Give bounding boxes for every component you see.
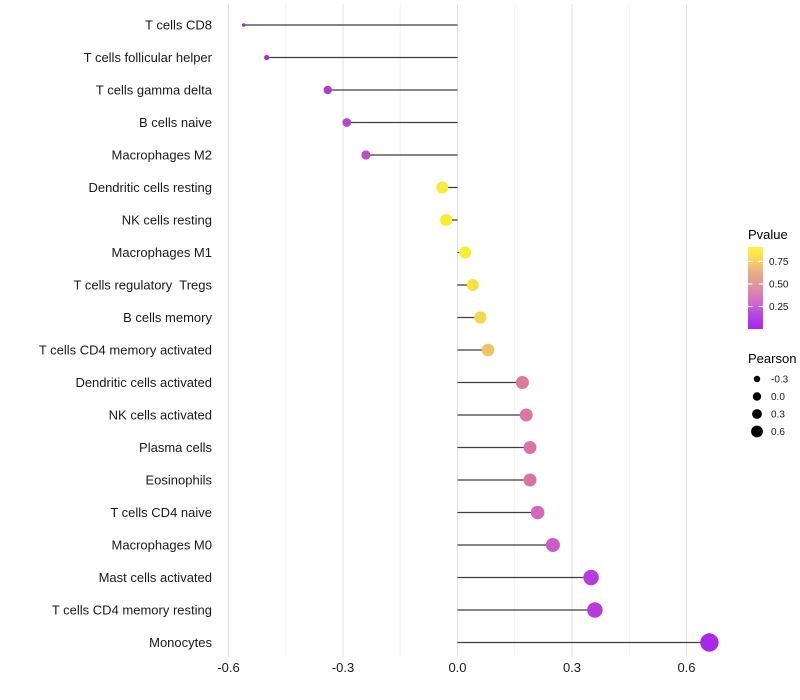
x-axis-tick-label: 0.0 <box>448 660 466 675</box>
lollipop-dot <box>519 408 533 422</box>
y-axis-label: Eosinophils <box>146 473 213 488</box>
pvalue-legend-ticks: 0.75 0.50 0.25 <box>748 257 789 313</box>
lollipop-dot <box>523 473 537 487</box>
legend: Pvalue 0.75 0.50 0.25 Pearson -0.3 0.0 0.3 0.… <box>748 227 796 438</box>
lollipop-dot <box>545 538 560 552</box>
y-axis-label: NK cells activated <box>109 408 212 423</box>
gridlines <box>227 4 688 657</box>
y-axis-label: T cells CD4 memory activated <box>39 343 212 358</box>
lollipop-dot <box>361 150 371 160</box>
lollipop-dot <box>241 23 246 27</box>
y-axis-label: B cells naive <box>139 115 212 130</box>
x-axis-labels: -0.6 -0.3 0.0 0.3 0.6 <box>217 660 695 675</box>
lollipop-dot <box>515 376 529 389</box>
pearson-size-dot <box>753 375 761 383</box>
y-axis-label: T cells CD4 memory resting <box>52 603 212 618</box>
x-axis-tick-label: 0.3 <box>563 660 581 675</box>
pearson-legend-title: Pearson <box>748 351 796 366</box>
lollipop-dot <box>700 633 719 652</box>
lollipop-dot <box>583 569 599 586</box>
lollipop-dot <box>459 246 472 259</box>
y-axis-label: B cells memory <box>123 310 212 325</box>
y-axis-label: Dendritic cells resting <box>88 180 212 195</box>
y-axis-label: T cells gamma delta <box>96 83 213 98</box>
x-axis-tick-label: 0.6 <box>677 660 695 675</box>
stems <box>243 24 710 644</box>
dots <box>241 23 719 652</box>
lollipop-dot <box>323 85 332 95</box>
lollipop-dot <box>264 54 270 61</box>
lollipop-dot <box>342 118 352 127</box>
pvalue-tick-label: 0.25 <box>769 302 789 313</box>
pvalue-gradient-bar <box>748 247 763 329</box>
y-axis-label: Macrophages M2 <box>112 148 212 163</box>
pearson-size-label: 0.3 <box>771 410 785 421</box>
y-axis-label: T cells follicular helper <box>84 50 213 65</box>
y-axis-label: Monocytes <box>149 635 212 650</box>
pearson-size-label: 0.0 <box>771 392 785 403</box>
pearson-size-label: -0.3 <box>771 375 789 386</box>
pearson-size-label: 0.6 <box>771 427 785 438</box>
lollipop-dot <box>523 441 537 454</box>
lollipop-dot <box>440 214 453 226</box>
lollipop-dot <box>530 505 545 520</box>
lollipop-dot <box>481 343 495 357</box>
y-axis-label: NK cells resting <box>122 213 212 228</box>
y-axis-label: Mast cells activated <box>99 570 212 585</box>
pearson-size-legend: -0.3 0.0 0.3 0.6 <box>751 375 789 438</box>
y-axis-labels: T cells CD8 T cells follicular helper T ce… <box>39 18 213 651</box>
pearson-size-dot <box>752 392 762 401</box>
y-axis-label: Macrophages M1 <box>112 245 212 260</box>
lollipop-dot <box>587 602 603 618</box>
x-axis-tick-label: -0.3 <box>332 660 354 675</box>
y-axis-label: T cells regulatory Tregs <box>74 278 213 293</box>
y-axis-label: T cells CD8 <box>145 18 212 33</box>
y-axis-label: Plasma cells <box>139 440 212 455</box>
pvalue-tick-label: 0.75 <box>769 257 789 268</box>
pearson-size-dot <box>752 409 762 419</box>
lollipop-dot <box>466 279 479 291</box>
pvalue-legend-title: Pvalue <box>748 227 788 242</box>
lollipop-dot <box>436 181 449 194</box>
y-axis-label: Macrophages M0 <box>112 538 212 553</box>
y-axis-label: T cells CD4 naive <box>110 505 212 520</box>
pvalue-tick-label: 0.50 <box>769 279 789 290</box>
y-axis-label: Dendritic cells activated <box>75 375 212 390</box>
pearson-size-dot <box>751 425 763 438</box>
lollipop-dot <box>474 311 487 324</box>
x-axis-tick-label: -0.6 <box>217 660 239 675</box>
